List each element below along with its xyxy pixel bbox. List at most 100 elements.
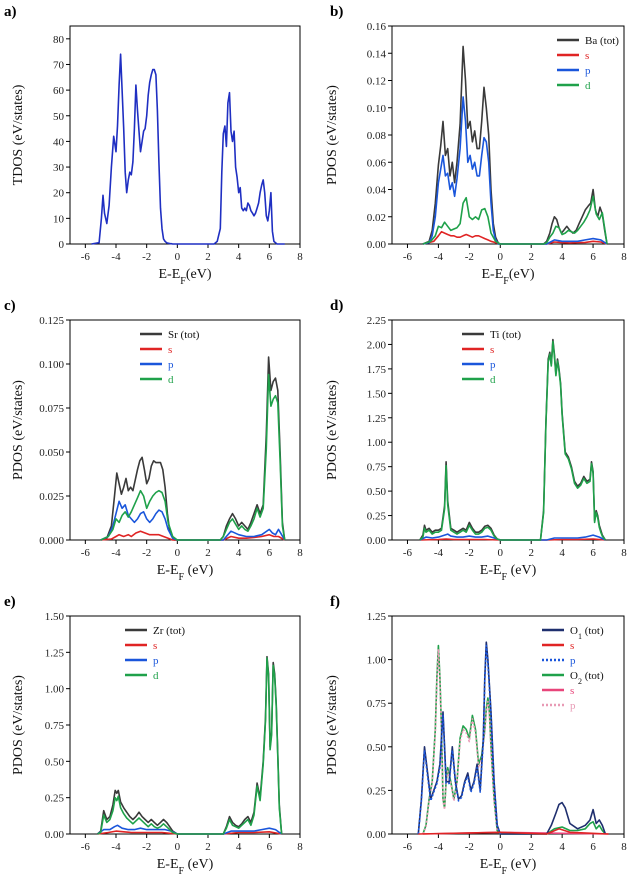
y-tick-label: 0.00 bbox=[367, 535, 387, 547]
y-tick-label: 1.00 bbox=[45, 684, 65, 696]
series-line-zr-tot- bbox=[97, 655, 283, 835]
x-tick-label: 8 bbox=[621, 251, 627, 263]
y-tick-label: 0.08 bbox=[367, 130, 387, 142]
legend-label: p bbox=[570, 655, 576, 667]
x-tick-label: -4 bbox=[434, 251, 444, 263]
legend-label: s bbox=[570, 640, 574, 652]
series-line-d bbox=[419, 340, 607, 541]
y-axis-title: PDOS (eV/states) bbox=[11, 380, 26, 480]
y-tick-label: 0.025 bbox=[39, 491, 64, 503]
x-tick-label: 6 bbox=[267, 841, 273, 853]
x-tick-label: 6 bbox=[590, 547, 596, 559]
panel-label: d) bbox=[330, 298, 343, 314]
x-tick-label: -4 bbox=[434, 547, 444, 559]
x-tick-label: 2 bbox=[528, 251, 534, 263]
legend-label: d bbox=[153, 670, 159, 682]
y-tick-label: 30 bbox=[53, 162, 65, 174]
legend-label: p bbox=[585, 65, 591, 77]
x-tick-label: 2 bbox=[528, 841, 534, 853]
y-tick-label: 2.25 bbox=[367, 315, 387, 327]
legend-label: s bbox=[168, 344, 172, 356]
x-tick-label: -6 bbox=[81, 841, 91, 853]
y-tick-label: 80 bbox=[53, 34, 65, 46]
y-tick-label: 0.12 bbox=[367, 76, 386, 88]
x-tick-label: 8 bbox=[297, 547, 303, 559]
plot-frame bbox=[391, 615, 625, 835]
panel-label: a) bbox=[4, 4, 17, 20]
legend-label: Sr (tot) bbox=[168, 329, 200, 341]
series-line-s bbox=[419, 538, 606, 541]
series-line-p bbox=[97, 824, 283, 835]
y-tick-label: 0.050 bbox=[39, 447, 64, 459]
y-axis-title: PDOS (eV/states) bbox=[325, 85, 340, 185]
x-axis-title: E-EF (eV) bbox=[480, 563, 537, 583]
legend-label: p bbox=[168, 359, 174, 371]
y-tick-label: 1.25 bbox=[45, 647, 65, 659]
y-tick-label: 0.75 bbox=[367, 698, 387, 710]
y-tick-label: 1.50 bbox=[45, 611, 65, 623]
y-tick-label: 0.75 bbox=[45, 720, 65, 732]
x-tick-label: 6 bbox=[590, 251, 596, 263]
panel-label: f) bbox=[330, 594, 340, 610]
y-tick-label: 0.100 bbox=[39, 359, 64, 371]
x-axis-title: E-EF(eV) bbox=[159, 267, 212, 287]
x-tick-label: -2 bbox=[142, 251, 151, 263]
y-tick-label: 2.00 bbox=[367, 339, 387, 351]
x-tick-label: -4 bbox=[111, 547, 121, 559]
plot-frame bbox=[391, 319, 625, 541]
panel-label: c) bbox=[4, 298, 16, 314]
legend-label: p bbox=[153, 655, 159, 667]
y-tick-label: 0.00 bbox=[45, 829, 65, 841]
y-axis-title: PDOS (eV/states) bbox=[325, 380, 340, 480]
y-tick-label: 0.50 bbox=[367, 486, 387, 498]
y-tick-label: 0.25 bbox=[367, 511, 387, 523]
x-tick-label: -6 bbox=[81, 251, 91, 263]
x-axis-title: E-EF (eV) bbox=[480, 857, 537, 875]
y-tick-label: 20 bbox=[53, 188, 65, 200]
legend-label: s bbox=[570, 685, 574, 697]
x-tick-label: -4 bbox=[111, 841, 121, 853]
legend-label: s bbox=[153, 640, 157, 652]
y-tick-label: 0.125 bbox=[39, 315, 64, 327]
x-tick-label: -6 bbox=[81, 547, 91, 559]
x-tick-label: 0 bbox=[175, 251, 181, 263]
x-tick-label: 2 bbox=[205, 547, 211, 559]
panel-1: b) -6 -4 -2 0 2 4 6 8 0.00 0.02 0.04 0.06 0.08 0.10 0.1… bbox=[325, 4, 627, 287]
x-tick-label: 2 bbox=[528, 547, 534, 559]
x-tick-label: -2 bbox=[465, 547, 474, 559]
x-tick-label: 6 bbox=[590, 841, 596, 853]
x-tick-label: -6 bbox=[403, 841, 413, 853]
series-line-tdos bbox=[91, 53, 285, 245]
y-axis-title: PDOS (eV/states) bbox=[11, 675, 26, 775]
y-tick-label: 0.00 bbox=[367, 239, 387, 251]
y-tick-label: 0 bbox=[59, 239, 65, 251]
panel-4: e) -6 -4 -2 0 2 4 6 8 0.00 0.25 0.50 0.75 1.00 1.25 1.5… bbox=[4, 594, 303, 875]
y-tick-label: 0.50 bbox=[367, 742, 387, 754]
series-line-s bbox=[97, 830, 282, 835]
legend-label: p bbox=[570, 700, 576, 712]
panel-2: c) -6 -4 -2 0 2 4 6 8 0.000 0.025 0.050 0.075 0.100 0.… bbox=[4, 298, 303, 583]
y-tick-label: 0.04 bbox=[367, 185, 387, 197]
x-tick-label: 2 bbox=[205, 251, 211, 263]
x-tick-label: 8 bbox=[297, 841, 303, 853]
x-tick-label: 4 bbox=[236, 841, 242, 853]
x-tick-label: 2 bbox=[205, 841, 211, 853]
y-tick-label: 0.06 bbox=[367, 157, 387, 169]
series-line-p bbox=[419, 533, 606, 541]
series-line-d bbox=[100, 373, 286, 541]
y-tick-label: 0.25 bbox=[45, 793, 65, 805]
legend-label: s bbox=[490, 344, 494, 356]
series-line-o1-tot- bbox=[417, 641, 607, 835]
y-tick-label: 0.75 bbox=[367, 462, 387, 474]
y-tick-label: 0.075 bbox=[39, 403, 64, 415]
y-tick-label: 70 bbox=[53, 59, 65, 71]
y-tick-label: 0.000 bbox=[39, 535, 64, 547]
y-tick-label: 0.50 bbox=[45, 756, 65, 768]
x-tick-label: 0 bbox=[175, 841, 181, 853]
panel-label: b) bbox=[330, 4, 343, 20]
y-tick-label: 50 bbox=[53, 111, 65, 123]
y-tick-label: 40 bbox=[53, 136, 65, 148]
series-line-s bbox=[422, 230, 608, 245]
y-axis-title: PDOS (eV/states) bbox=[325, 675, 340, 775]
